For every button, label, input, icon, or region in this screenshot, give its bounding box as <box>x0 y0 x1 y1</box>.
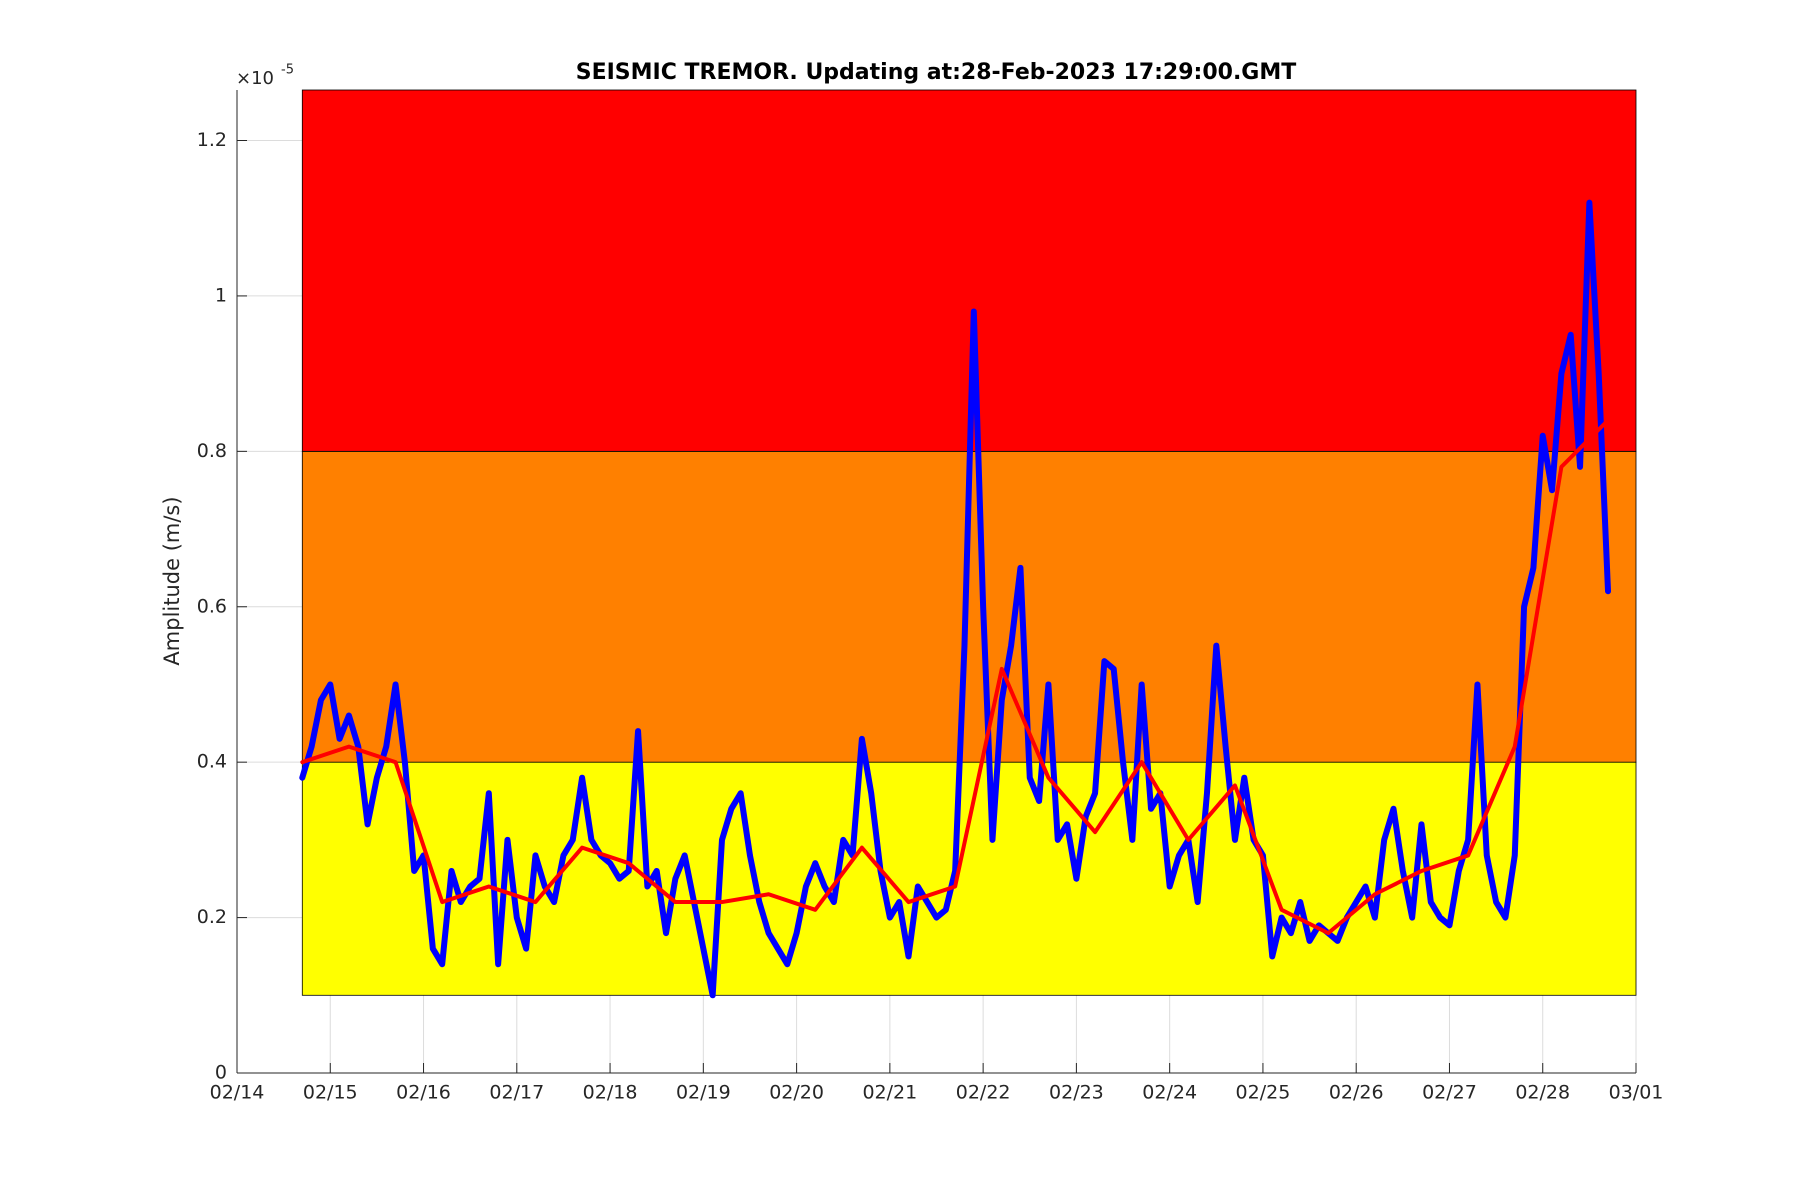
x-tick-label: 02/20 <box>769 1082 824 1104</box>
axis-layer: 02/14 02/15 02/16 02/17 02/18 02/19 02/20 02/21… <box>197 90 1664 1104</box>
x-tick-label: 02/26 <box>1329 1082 1384 1104</box>
y-tick-label: 0.6 <box>197 595 227 617</box>
x-tick-label: 02/23 <box>1049 1082 1104 1104</box>
series-line <box>299 199 1612 999</box>
y-exponent: -5 <box>281 63 294 78</box>
y-tick-label: 0.4 <box>197 751 227 773</box>
x-tick-label: 02/16 <box>396 1082 451 1104</box>
y-tick-label: 1.2 <box>197 129 227 151</box>
data-layer <box>299 199 1612 999</box>
y-axis-label: Amplitude (m/s) <box>160 496 184 665</box>
x-tick-label: 02/19 <box>676 1082 731 1104</box>
x-tick-label: 02/18 <box>583 1082 638 1104</box>
x-tick-label: 02/14 <box>210 1082 265 1104</box>
x-tick-label: 02/17 <box>489 1082 544 1104</box>
y-tick-label: 0.2 <box>197 906 227 928</box>
x-tick-label: 02/21 <box>862 1082 917 1104</box>
x-tick-label: 02/15 <box>303 1082 358 1104</box>
x-tick-label: 02/22 <box>956 1082 1011 1104</box>
y-tick-label: 1 <box>215 284 227 306</box>
x-tick-label: 03/01 <box>1609 1082 1664 1104</box>
chart-title: SEISMIC TREMOR. Updating at:28-Feb-2023 … <box>576 60 1297 85</box>
x-tick-label: 02/25 <box>1236 1082 1291 1104</box>
y-tick-label: 0 <box>215 1062 227 1084</box>
y-tick-label: 0.8 <box>197 440 227 462</box>
series-line <box>300 418 1611 936</box>
x-tick-label: 02/27 <box>1422 1082 1477 1104</box>
y-multiplier: ×10 <box>236 68 274 89</box>
x-tick-label: 02/24 <box>1142 1082 1197 1104</box>
x-tick-label: 02/28 <box>1515 1082 1570 1104</box>
